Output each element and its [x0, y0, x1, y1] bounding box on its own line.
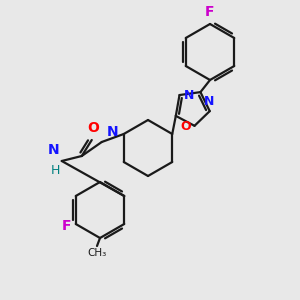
- Text: CH₃: CH₃: [87, 248, 106, 258]
- Text: N: N: [184, 88, 194, 102]
- Text: O: O: [87, 121, 99, 135]
- Text: H: H: [50, 164, 60, 177]
- Text: F: F: [61, 219, 71, 233]
- Text: N: N: [203, 95, 214, 108]
- Text: F: F: [205, 5, 215, 19]
- Text: N: N: [107, 125, 119, 139]
- Text: O: O: [180, 120, 190, 133]
- Text: N: N: [48, 143, 60, 157]
